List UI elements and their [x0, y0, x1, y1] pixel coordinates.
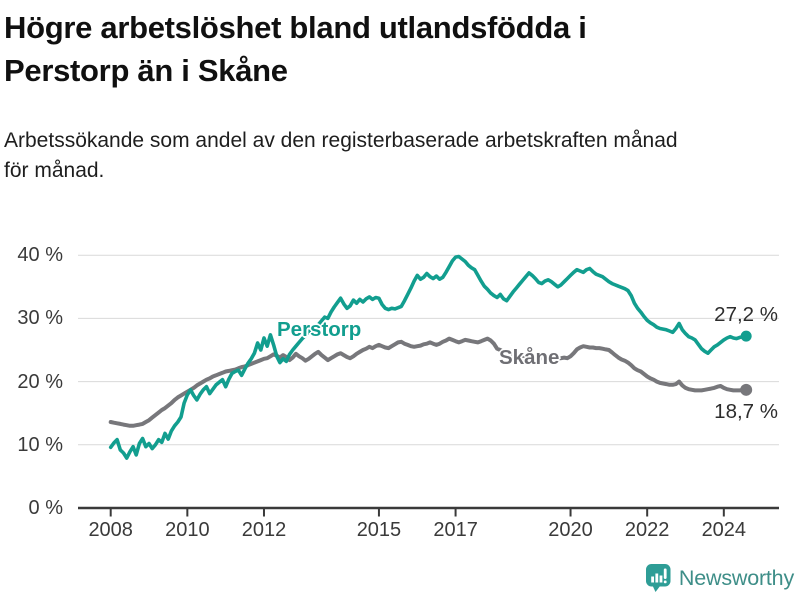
perstorp-end-value-label: 27,2 % [714, 303, 778, 326]
x-tick-label: 2020 [548, 519, 593, 541]
perstorp-series-label: Perstorp [277, 318, 362, 341]
y-tick-label: 20 % [17, 370, 63, 393]
x-tick-label: 2015 [356, 519, 402, 541]
x-tick-label: 2010 [165, 519, 210, 541]
perstorp-line [108, 254, 749, 460]
perstorp-end-dot [740, 330, 752, 342]
newsworthy-logo-text: Newsworthy [678, 565, 794, 590]
skane-series-label: Skåne [499, 346, 560, 369]
skane-line [108, 336, 749, 428]
x-tick-label: 2012 [241, 519, 287, 541]
title-line-2: Perstorp än i Skåne [4, 53, 288, 88]
skane-end-value-label: 18,7 % [714, 400, 778, 423]
skane-end-dot [740, 383, 753, 396]
x-tick-label: 2008 [88, 519, 133, 541]
chart-subtitle: Arbetssökande som andel av den registerb… [4, 126, 784, 186]
subtitle-line-1: Arbetssökande som andel av den registerb… [4, 129, 678, 152]
x-tick-label: 2024 [701, 519, 747, 541]
newsworthy-logo-icon [645, 564, 671, 592]
y-tick-label: 40 % [17, 244, 63, 267]
page-title: Högre arbetslöshet bland utlandsfödda i … [4, 6, 764, 92]
x-tick-label: 2022 [624, 519, 670, 541]
y-tick-label: 10 % [17, 433, 63, 456]
y-tick-label: 0 % [28, 497, 63, 519]
subtitle-line-2: för månad. [4, 159, 105, 182]
newsworthy-logo[interactable]: Newsworthy [645, 562, 794, 594]
title-line-1: Högre arbetslöshet bland utlandsfödda i [4, 10, 587, 45]
y-tick-label: 30 % [17, 307, 63, 330]
x-tick-label: 2017 [433, 519, 478, 541]
